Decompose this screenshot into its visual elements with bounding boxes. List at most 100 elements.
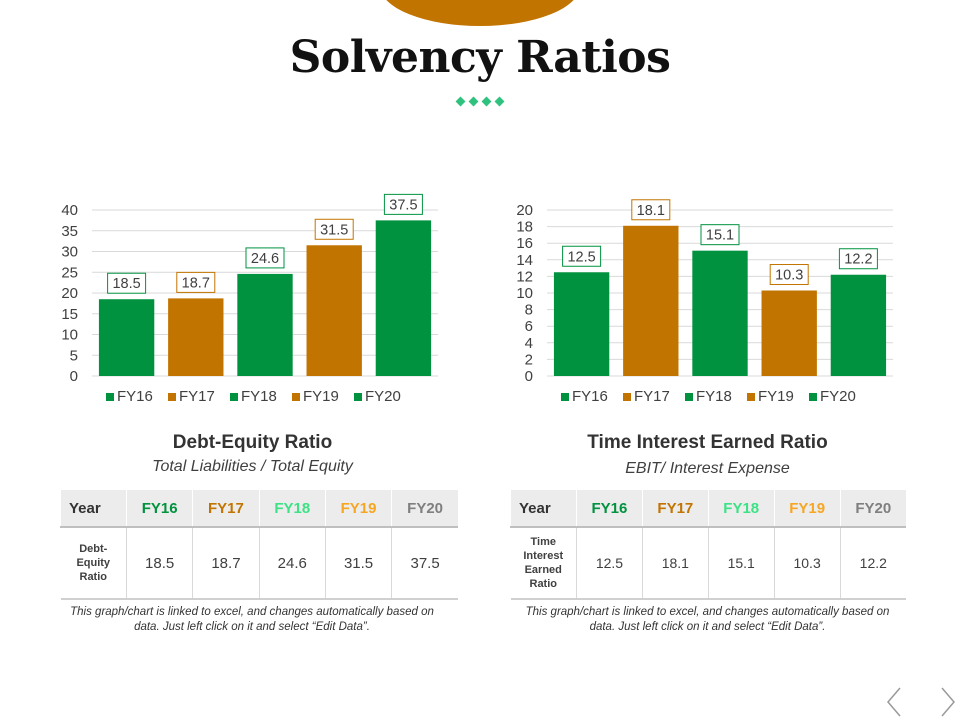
debt-equity-data-label-box: [314, 218, 354, 240]
row-label-text: Time Interest Earned Ratio: [523, 536, 564, 590]
debt-equity-y-tick-label: 35: [61, 223, 78, 240]
year-fy19: FY19: [324, 490, 392, 528]
debt-equity-table: Year FY16 FY17 FY18 FY19 FY20 Debt- Equit…: [60, 490, 458, 600]
time-interest-y-tick-label: 8: [525, 302, 533, 319]
value-fy20: 37.5: [391, 527, 458, 600]
row-label-text: Debt- Equity Ratio: [76, 543, 111, 583]
time-interest-bar-fy17[interactable]: [623, 225, 679, 376]
table-row: Time Interest Earned Ratio 12.5 18.1 15.1 1…: [510, 527, 906, 600]
time-interest-data-label: 15.1: [706, 228, 734, 244]
year-fy18: FY18: [258, 490, 326, 528]
time-interest-data-label: 12.2: [844, 252, 872, 268]
time-interest-legend-label: FY16: [572, 388, 608, 405]
value-fy19: 10.3: [773, 527, 841, 600]
time-interest-y-tick-label: 20: [516, 202, 533, 219]
diamond-icon: [494, 96, 505, 107]
table-row: Debt- Equity Ratio 18.5 18.7 24.6 31.5 37.…: [60, 527, 458, 600]
debt-equity-legend-swatch: [168, 393, 176, 401]
time-interest-data-label: 10.3: [775, 268, 803, 284]
debt-equity-legend-label: FY18: [241, 388, 277, 405]
time-interest-y-tick-label: 14: [516, 252, 533, 269]
chevron-right-icon[interactable]: [938, 686, 958, 718]
time-interest-table: Year FY16 FY17 FY18 FY19 FY20 Time Intere…: [510, 490, 906, 600]
time-interest-legend-swatch: [809, 393, 817, 401]
value-fy18: 24.6: [258, 527, 326, 600]
debt-equity-legend-label: FY20: [365, 388, 401, 405]
debt-equity-data-label: 37.5: [389, 197, 417, 213]
value-fy16: 18.5: [125, 527, 193, 600]
time-interest-bar-fy19[interactable]: [761, 290, 817, 376]
year-fy16: FY16: [576, 490, 643, 528]
value-fy17: 18.7: [192, 527, 260, 600]
time-interest-legend-swatch: [747, 393, 755, 401]
value-fy19: 31.5: [324, 527, 392, 600]
time-interest-formula: EBIT/ Interest Expense: [625, 460, 790, 477]
top-decoration-tab: [380, 0, 580, 26]
time-interest-bar-fy18[interactable]: [692, 250, 748, 376]
table-header-row: Year FY16 FY17 FY18 FY19 FY20: [510, 490, 906, 528]
time-interest-legend-swatch: [623, 393, 631, 401]
debt-equity-data-label: 31.5: [320, 222, 348, 238]
debt-equity-formula: Total Liabilities / Total Equity: [152, 458, 353, 475]
time-interest-data-label: 12.5: [567, 249, 595, 265]
debt-equity-chart[interactable]: 0 5 10 15 20 25 30 35 40 18.5 18.7 24.6 31.5 37.5 FY16…: [50, 190, 450, 420]
value-fy17: 18.1: [641, 527, 709, 600]
time-interest-y-tick-label: 0: [525, 368, 533, 385]
time-interest-y-tick-label: 10: [516, 285, 533, 302]
time-interest-legend-swatch: [685, 393, 693, 401]
debt-equity-y-tick-label: 5: [70, 347, 78, 364]
time-interest-bar-fy16[interactable]: [553, 272, 610, 376]
time-interest-legend-label: FY20: [820, 388, 856, 405]
debt-equity-legend-label: FY16: [117, 388, 153, 405]
debt-equity-bar-fy19[interactable]: [306, 245, 362, 376]
diamond-icon: [455, 96, 466, 107]
value-fy20: 12.2: [839, 527, 906, 600]
time-interest-data-label-box: [838, 248, 878, 270]
debt-equity-data-label-box: [383, 193, 423, 215]
debt-equity-y-tick-label: 10: [61, 327, 78, 344]
year-fy16: FY16: [125, 490, 193, 528]
year-header: Year: [510, 490, 577, 528]
debt-equity-data-label-box: [245, 247, 285, 269]
diamond-icon: [468, 96, 479, 107]
time-interest-data-label-box: [769, 264, 809, 286]
debt-equity-legend-swatch: [292, 393, 300, 401]
year-fy19: FY19: [773, 490, 841, 528]
debt-equity-y-tick-label: 30: [61, 244, 78, 261]
debt-equity-data-label: 24.6: [251, 251, 279, 267]
value-fy16: 12.5: [576, 527, 643, 600]
time-interest-y-tick-label: 4: [525, 335, 533, 352]
time-interest-y-tick-label: 18: [516, 219, 533, 236]
year-fy20: FY20: [839, 490, 906, 528]
debt-equity-y-tick-label: 20: [61, 285, 78, 302]
time-interest-footnote: This graph/chart is linked to excel, and…: [525, 606, 890, 633]
chevron-left-icon[interactable]: [884, 686, 904, 718]
debt-equity-data-label-box: [176, 271, 216, 293]
time-interest-data-label-box: [631, 199, 671, 221]
time-interest-bar-fy20[interactable]: [830, 274, 887, 376]
year-fy20: FY20: [391, 490, 458, 528]
time-interest-title: Time Interest Earned Ratio: [587, 432, 828, 453]
time-interest-data-label: 18.1: [637, 203, 665, 219]
time-interest-y-tick-label: 12: [516, 268, 533, 285]
debt-equity-bar-fy20[interactable]: [375, 220, 432, 376]
time-interest-data-label-box: [562, 245, 602, 267]
debt-equity-footnote: This graph/chart is linked to excel, and…: [70, 606, 434, 633]
debt-equity-legend-label: FY19: [303, 388, 339, 405]
debt-equity-bar-fy18[interactable]: [237, 273, 293, 376]
debt-equity-y-tick-label: 25: [61, 264, 78, 281]
time-interest-legend-label: FY19: [758, 388, 794, 405]
debt-equity-y-tick-label: 15: [61, 306, 78, 323]
year-header: Year: [60, 490, 127, 528]
debt-equity-legend-swatch: [106, 393, 114, 401]
title-diamonds: [455, 96, 507, 108]
debt-equity-bar-fy16[interactable]: [98, 299, 155, 376]
debt-equity-bar-fy17[interactable]: [168, 298, 224, 376]
debt-equity-legend-swatch: [354, 393, 362, 401]
time-interest-legend-label: FY18: [696, 388, 732, 405]
time-interest-y-tick-label: 16: [516, 235, 533, 252]
diamond-icon: [481, 96, 492, 107]
page-title: Solvency Ratios: [289, 32, 671, 83]
debt-equity-legend-label: FY17: [179, 388, 215, 405]
